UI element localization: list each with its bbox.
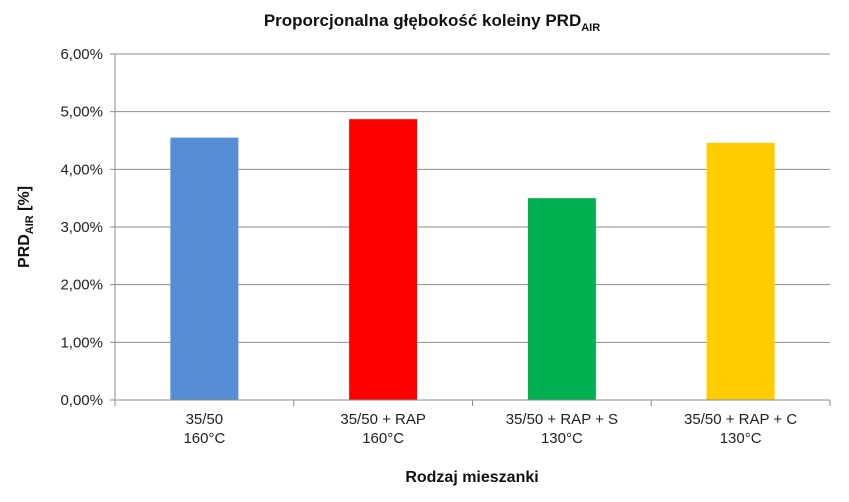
x-axis-title: Rodzaj mieszanki	[405, 469, 538, 486]
x-category-label-3-line-0: 35/50 + RAP + C	[684, 411, 797, 428]
bar-1	[349, 119, 418, 400]
y-tick-label-1: 1,00%	[60, 334, 103, 351]
y-tick-label-2: 2,00%	[60, 277, 103, 294]
bar-2	[527, 198, 596, 400]
x-category-label-0-line-0: 35/50	[186, 411, 224, 428]
x-axis	[114, 399, 831, 406]
x-category-label-3-line-1: 130°C	[720, 430, 762, 447]
bars	[170, 119, 775, 400]
y-tick-label-0: 0,00%	[60, 392, 103, 409]
y-tick-label-6: 6,00%	[60, 46, 103, 63]
x-category-label-1-line-0: 35/50 + RAP	[340, 411, 425, 428]
y-axis-ticks: 0,00% 1,00% 2,00% 3,00% 4,00% 5,00% 6,00%	[60, 46, 116, 409]
y-axis-title: PRDAIR [%]	[16, 186, 36, 268]
y-tick-label-3: 3,00%	[60, 219, 103, 236]
x-category-label-2-line-1: 130°C	[541, 430, 583, 447]
x-category-label-0-line-1: 160°C	[183, 430, 225, 447]
x-category-label-1-line-1: 160°C	[362, 430, 404, 447]
chart-title: Proporcjonalna głębokość koleiny PRDAIR	[264, 11, 600, 34]
x-axis-category-labels: 35/50 160°C 35/50 + RAP 160°C 35/50 + RAP + …	[183, 411, 797, 447]
bar-3	[706, 142, 775, 400]
x-category-label-2-line-0: 35/50 + RAP + S	[506, 411, 618, 428]
y-tick-label-5: 5,00%	[60, 104, 103, 121]
y-tick-label-4: 4,00%	[60, 161, 103, 178]
bar-0	[170, 137, 239, 400]
